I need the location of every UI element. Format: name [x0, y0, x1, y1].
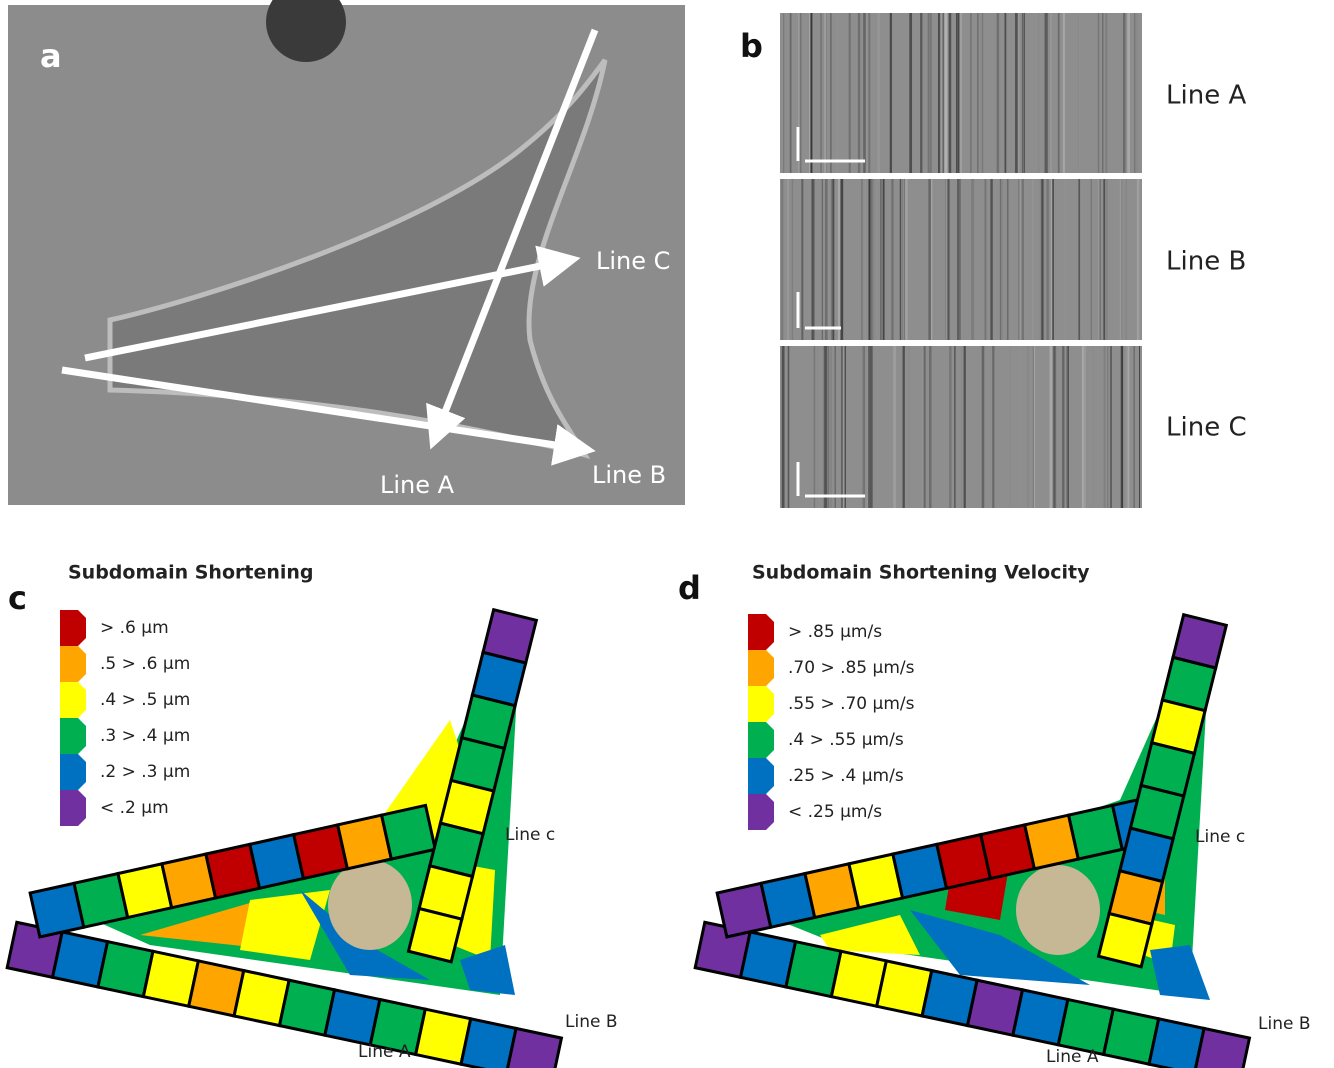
panel-label: a: [40, 37, 62, 75]
panel-label: c: [8, 579, 27, 617]
legend-swatch: [60, 682, 86, 718]
legend-swatch: [60, 646, 86, 682]
figure: a Line A Line B Line C b Line A Line B L…: [0, 0, 1334, 1068]
line-label: Line A: [358, 1042, 411, 1062]
legend-label: > .6 µm: [100, 618, 169, 638]
row-label: Line B: [1166, 247, 1246, 277]
line-label: Line A: [380, 471, 455, 499]
subdomain: [408, 909, 461, 962]
legend-swatch: [748, 794, 774, 830]
subdomain: [1194, 1028, 1249, 1068]
legend-swatch: [60, 718, 86, 754]
panel-label: b: [740, 27, 763, 65]
line-label: Line C: [596, 247, 670, 275]
legend-label: .5 > .6 µm: [100, 654, 190, 674]
line-label: Line c: [505, 825, 555, 845]
legend-label: < .2 µm: [100, 798, 169, 818]
subdomain: [506, 1028, 561, 1068]
nucleus: [328, 860, 412, 950]
legend-label: .4 > .55 µm/s: [788, 730, 904, 750]
legend-swatch: [748, 722, 774, 758]
legend-label: < .25 µm/s: [788, 802, 882, 822]
panel-c: Subdomain Shortening c > .6 µm .5 > .6 µm .4…: [7, 562, 617, 1068]
legend-swatch: [60, 754, 86, 790]
panel-title: Subdomain Shortening: [68, 562, 314, 584]
panel-title: Subdomain Shortening Velocity: [752, 562, 1090, 584]
subdomain: [1098, 914, 1151, 967]
line-label: Line B: [565, 1012, 618, 1032]
row-label: Line A: [1166, 81, 1246, 111]
legend-label: .55 > .70 µm/s: [788, 694, 915, 714]
legend-label: .3 > .4 µm: [100, 726, 190, 746]
legend-label: .2 > .3 µm: [100, 762, 190, 782]
kymographs: [780, 13, 1142, 508]
legend-swatch: [748, 614, 774, 650]
subdomain: [382, 805, 436, 859]
line-label: Line c: [1195, 827, 1245, 847]
row-label: Line C: [1166, 413, 1247, 443]
legend-swatch: [748, 686, 774, 722]
legend-label: .70 > .85 µm/s: [788, 658, 915, 678]
legend-swatch: [748, 758, 774, 794]
line-label: Line B: [1258, 1014, 1311, 1034]
line-label: Line A: [1046, 1047, 1099, 1067]
legend-swatch: [60, 790, 86, 826]
nucleus: [1016, 865, 1100, 955]
legend-label: > .85 µm/s: [788, 622, 882, 642]
region: [1150, 945, 1210, 1000]
legend-swatch: [60, 610, 86, 646]
legend-label: .25 > .4 µm/s: [788, 766, 904, 786]
line-label: Line B: [592, 461, 666, 489]
legend-swatch: [748, 650, 774, 686]
legend-label: .4 > .5 µm: [100, 690, 190, 710]
panel-label: d: [678, 569, 701, 607]
panel-d: Subdomain Shortening Velocity d > .85 µm/s…: [678, 562, 1311, 1068]
